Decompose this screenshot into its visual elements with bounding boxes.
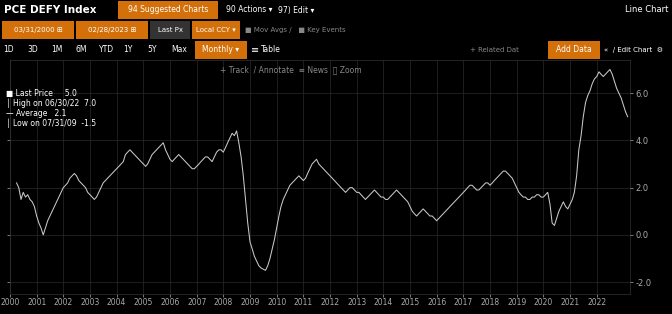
Text: 1D: 1D xyxy=(3,46,13,55)
Text: Table: Table xyxy=(261,46,281,55)
Bar xyxy=(118,1,218,19)
Text: ■ Mov Avgs /   ■ Key Events: ■ Mov Avgs / ■ Key Events xyxy=(245,27,345,33)
Text: │ High on 06/30/22  7.0: │ High on 06/30/22 7.0 xyxy=(6,99,96,109)
Bar xyxy=(192,21,240,39)
Text: PCE DEFY Index: PCE DEFY Index xyxy=(4,5,97,15)
Text: 5Y: 5Y xyxy=(147,46,157,55)
Text: Add Data: Add Data xyxy=(556,46,592,55)
Text: 90 Actions ▾: 90 Actions ▾ xyxy=(226,6,273,14)
Text: 03/31/2000 ⊞: 03/31/2000 ⊞ xyxy=(13,27,62,33)
Text: ≡: ≡ xyxy=(251,45,259,55)
Text: Last Px: Last Px xyxy=(157,27,183,33)
Text: 6M: 6M xyxy=(75,46,87,55)
Text: 97) Edit ▾: 97) Edit ▾ xyxy=(278,6,314,14)
Text: │ Low on 07/31/09  -1.5: │ Low on 07/31/09 -1.5 xyxy=(6,119,96,128)
Text: Line Chart: Line Chart xyxy=(625,6,668,14)
Text: 1M: 1M xyxy=(51,46,62,55)
Text: 3D: 3D xyxy=(27,46,38,55)
Text: — Average   2.1: — Average 2.1 xyxy=(6,109,67,118)
Bar xyxy=(150,21,190,39)
Text: Max: Max xyxy=(171,46,187,55)
Text: YTD: YTD xyxy=(99,46,114,55)
Text: Monthly ▾: Monthly ▾ xyxy=(202,46,239,55)
Text: 1Y: 1Y xyxy=(123,46,132,55)
Text: Local CCY ▾: Local CCY ▾ xyxy=(196,27,236,33)
Bar xyxy=(76,21,148,39)
Bar xyxy=(2,21,74,39)
Text: + Track  / Annotate  ≡ News  ⌕ Zoom: + Track / Annotate ≡ News ⌕ Zoom xyxy=(220,66,362,74)
Text: + Related Dat: + Related Dat xyxy=(470,47,519,53)
Bar xyxy=(195,41,247,59)
Bar xyxy=(548,41,600,59)
Text: 02/28/2023 ⊞: 02/28/2023 ⊞ xyxy=(88,27,136,33)
Text: ■ Last Price     5.0: ■ Last Price 5.0 xyxy=(6,89,77,98)
Text: «  / Edit Chart  ⚙: « / Edit Chart ⚙ xyxy=(604,47,663,53)
Text: 94 Suggested Charts: 94 Suggested Charts xyxy=(128,6,208,14)
